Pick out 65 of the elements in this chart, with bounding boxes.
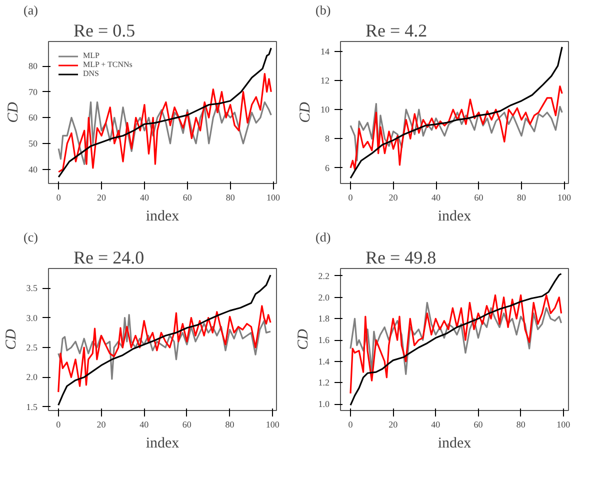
x-axis-title: index (438, 436, 472, 452)
y-tick-label: 2.0 (26, 372, 38, 382)
y-tick-label: 40 (28, 164, 38, 174)
x-tick-label: 40 (140, 420, 150, 430)
x-tick-label: 100 (557, 192, 572, 202)
x-tick-label: 20 (96, 420, 106, 430)
y-axis-title: CD (6, 102, 22, 123)
y-tick-label: 2.5 (26, 342, 38, 353)
y-axis-title: CD (298, 102, 314, 123)
x-tick-label: 0 (56, 420, 62, 430)
x-tick-label: 0 (348, 192, 354, 202)
x-tick-label: 40 (431, 420, 441, 430)
y-tick-label: 1.2 (318, 378, 330, 388)
x-tick-label: 20 (97, 192, 107, 202)
y-tick-label: 50 (28, 138, 38, 148)
chart-title: Re = 49.8 (366, 248, 436, 268)
x-tick-label: 0 (348, 420, 354, 430)
x-axis-title: index (146, 208, 180, 224)
legend-label: MLP + TCNNs (83, 60, 132, 69)
x-tick-label: 20 (388, 420, 398, 430)
x-tick-label: 80 (225, 420, 235, 430)
text: (b) (316, 2, 331, 18)
x-tick-label: 100 (266, 420, 280, 430)
text: (a) (24, 2, 38, 18)
y-tick-label: 60 (28, 112, 38, 123)
x-tick-label: 0 (56, 192, 62, 202)
y-tick-label: 2.0 (318, 292, 330, 302)
x-tick-label: 80 (516, 420, 526, 430)
x-tick-label: 60 (474, 192, 484, 202)
text: (d) (316, 230, 331, 244)
y-tick-label: 1.0 (318, 399, 330, 410)
x-tick-label: 60 (182, 192, 192, 202)
y-tick-label: 3.0 (26, 312, 38, 323)
x-axis-title: index (146, 436, 180, 452)
y-axis-title: CD (295, 328, 312, 350)
x-tick-label: 40 (432, 192, 442, 202)
y-tick-label: 12 (320, 75, 330, 86)
x-tick-label: 60 (182, 420, 192, 430)
y-tick-label: 70 (28, 86, 38, 97)
x-axis-title: index (438, 208, 472, 224)
x-tick-label: 60 (474, 420, 484, 430)
legend-label: DNS (83, 69, 100, 78)
x-tick-label: 100 (556, 420, 571, 430)
y-tick-label: 6 (325, 162, 330, 173)
x-tick-label: 80 (516, 192, 526, 202)
legend-label: MLP (83, 51, 100, 60)
chart-title: Re = 24.0 (74, 248, 144, 268)
x-tick-label: 80 (226, 192, 236, 202)
x-tick-label: 100 (266, 192, 281, 202)
y-tick-label: 1.5 (26, 402, 38, 412)
y-tick-label: 3.5 (26, 283, 38, 294)
y-axis-title: CD (3, 328, 20, 350)
y-tick-label: 14 (320, 46, 330, 56)
y-tick-label: 1.8 (318, 314, 330, 324)
chart-title: Re = 0.5 (74, 20, 136, 40)
y-tick-label: 1.4 (318, 356, 330, 366)
y-tick-label: 8 (325, 134, 330, 144)
y-tick-label: 2.2 (318, 270, 330, 281)
x-tick-label: 20 (388, 192, 398, 202)
y-tick-label: 80 (28, 61, 38, 72)
x-tick-label: 40 (140, 192, 150, 202)
text: (c) (24, 230, 38, 244)
chart-title: Re = 4.2 (366, 20, 428, 40)
y-tick-label: 10 (320, 104, 330, 115)
y-tick-label: 1.6 (318, 335, 330, 346)
